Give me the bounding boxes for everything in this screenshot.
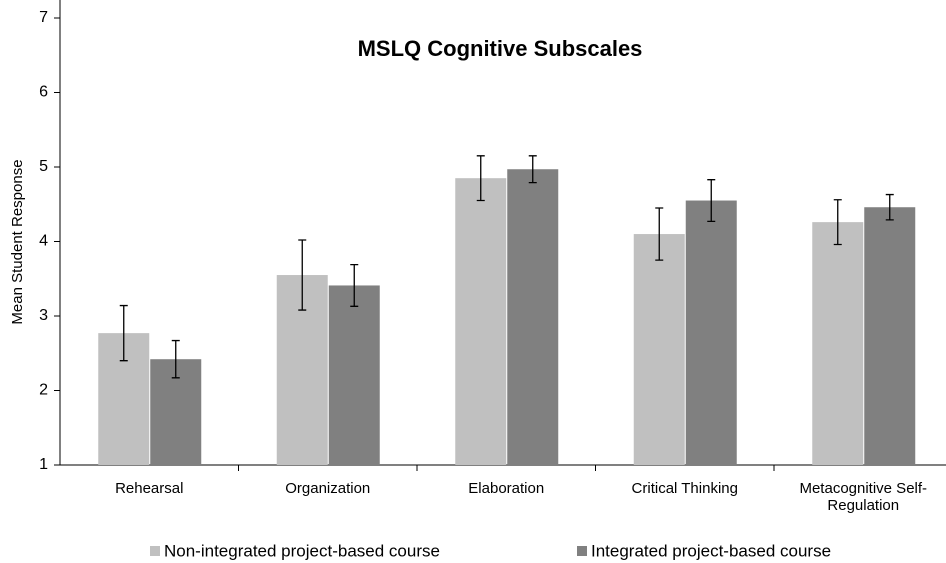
x-tick-label: Rehearsal (115, 480, 184, 497)
y-tick-label: 3 (39, 307, 48, 324)
error-bar (171, 339, 180, 379)
legend-label: Non-integrated project-based course (164, 541, 440, 560)
chart-title: MSLQ Cognitive Subscales (358, 36, 643, 61)
legend-swatch (150, 546, 160, 556)
x-tick-label: Organization (285, 480, 371, 497)
legend-label: Integrated project-based course (591, 541, 831, 560)
bar (633, 234, 685, 465)
y-tick-label: 2 (39, 382, 48, 399)
y-tick-label: 1 (39, 456, 48, 473)
bar (685, 200, 737, 465)
error-bar (655, 207, 664, 261)
error-bar (707, 179, 716, 223)
legend-swatch (577, 546, 587, 556)
error-bar (350, 263, 359, 307)
error-bar (833, 199, 842, 246)
y-tick-label: 6 (39, 84, 48, 101)
x-tick-label: Critical Thinking (631, 480, 738, 497)
error-bar (885, 193, 894, 221)
error-bar (119, 304, 128, 362)
bar (812, 222, 864, 465)
x-tick-label: Metacognitive Self-Regulation (799, 480, 928, 514)
x-tick-label: Elaboration (468, 480, 545, 497)
error-bar (528, 155, 537, 184)
bar (507, 169, 559, 466)
bar (455, 178, 507, 466)
error-bar (298, 239, 307, 311)
bar (328, 285, 380, 465)
bar (864, 207, 916, 466)
y-tick-label: 5 (39, 158, 48, 175)
error-bar (476, 155, 485, 202)
y-tick-label: 4 (39, 233, 48, 250)
y-tick-label: 7 (39, 9, 48, 26)
y-axis-label: Mean Student Response (9, 159, 26, 324)
